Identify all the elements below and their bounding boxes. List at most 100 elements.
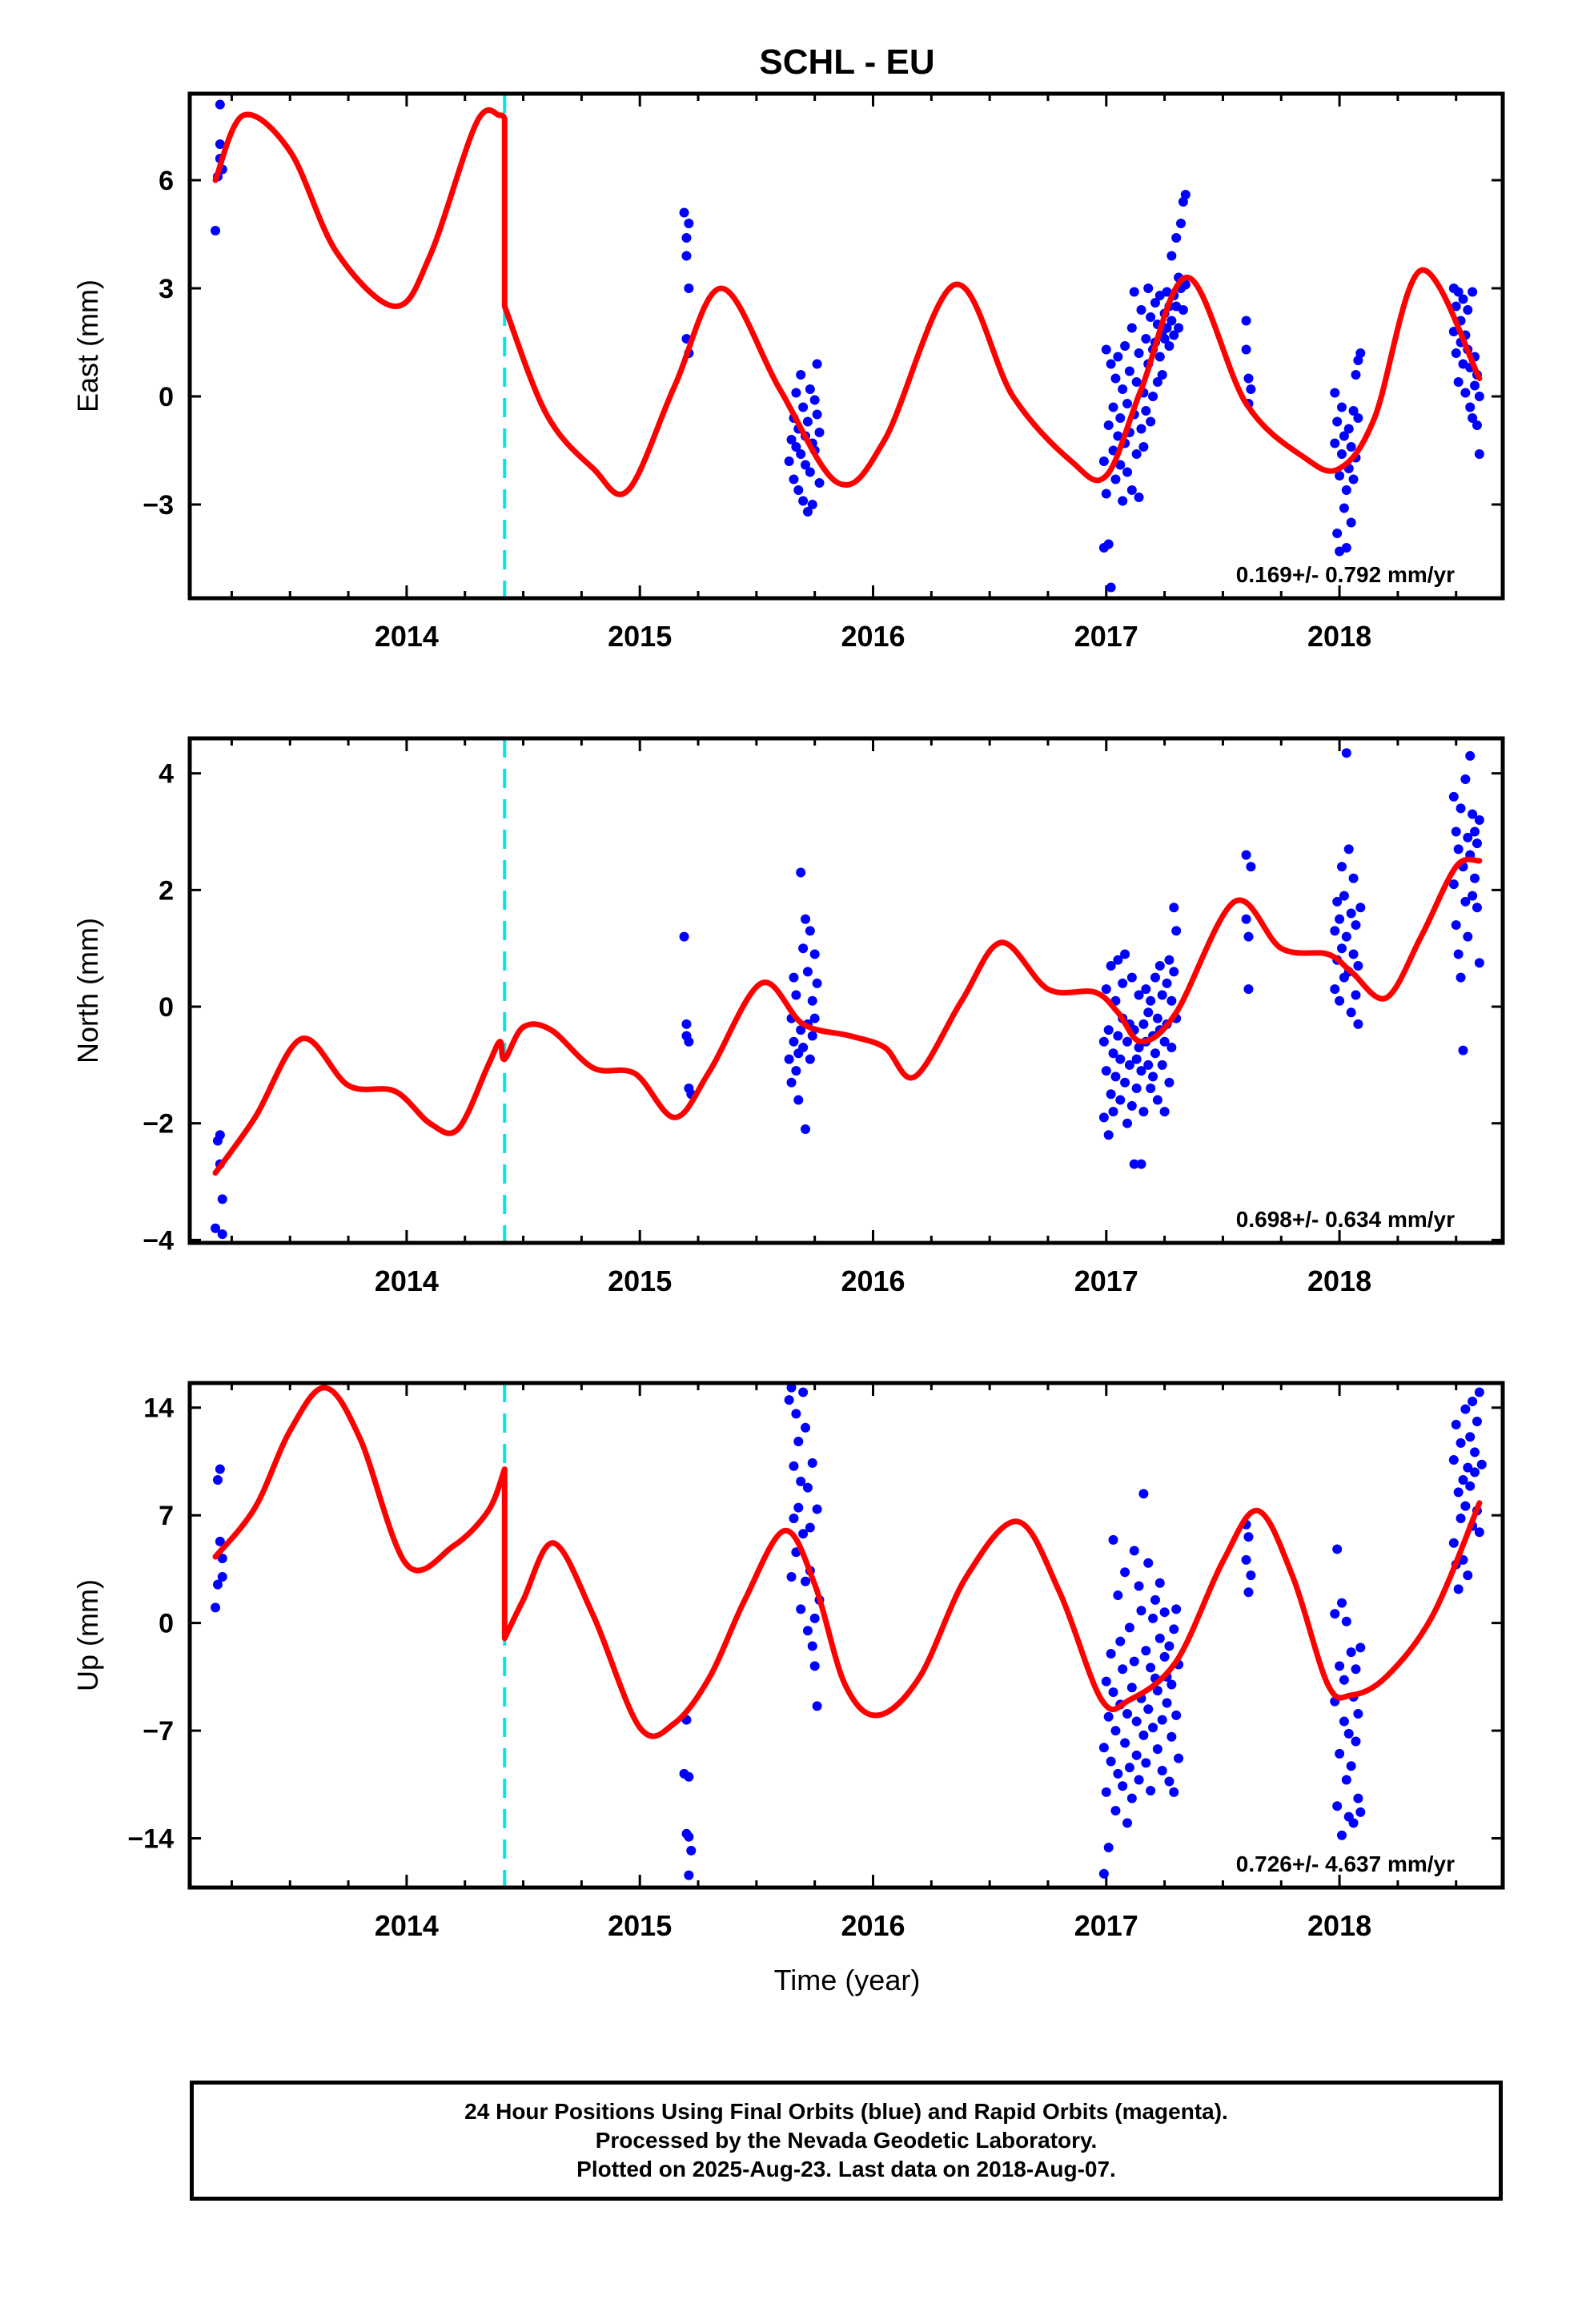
data-point [793, 1095, 804, 1105]
panel-plot-area [211, 94, 1484, 598]
data-point [1101, 1787, 1111, 1797]
data-point [1339, 503, 1349, 513]
data-point [1143, 1059, 1154, 1070]
data-point [1453, 949, 1464, 959]
data-point [1456, 972, 1466, 983]
data-point [812, 409, 822, 420]
data-point [1138, 1107, 1149, 1117]
data-point [1341, 1775, 1351, 1785]
data-point [1146, 995, 1156, 1006]
data-point [1458, 1045, 1468, 1055]
data-point [791, 442, 801, 452]
data-point [814, 478, 825, 488]
data-point [1348, 474, 1359, 485]
data-point [1332, 416, 1343, 427]
data-point [1332, 1801, 1343, 1811]
data-point [807, 1458, 817, 1468]
data-point [1134, 493, 1144, 502]
y-tick-label: 0 [159, 992, 174, 1023]
panel-3: −14 −7 0 7 14 2014 2015 2016 2017 2018 Up (mm) 0.72… [71, 1381, 1505, 1942]
data-point [784, 456, 794, 466]
data-point [1166, 316, 1177, 326]
data-point [1106, 961, 1116, 971]
y-axis-label: Up (mm) [71, 1579, 104, 1691]
data-point [1468, 287, 1478, 297]
data-point [1166, 251, 1177, 261]
data-point [1164, 1077, 1174, 1088]
data-point [679, 207, 689, 218]
y-axis-label: North (mm) [71, 918, 104, 1063]
x-tick-label: 2016 [841, 620, 905, 653]
data-point [1330, 438, 1340, 448]
data-point [1115, 460, 1126, 470]
data-point [1348, 949, 1359, 959]
data-point [789, 1036, 799, 1047]
data-point [1134, 1581, 1144, 1591]
data-point [1148, 1613, 1158, 1623]
data-point [1115, 1095, 1126, 1105]
data-point [793, 485, 804, 495]
data-point [786, 1572, 797, 1582]
data-point [1126, 1100, 1137, 1111]
data-point [807, 500, 817, 509]
data-point [1110, 1726, 1121, 1736]
data-point [1108, 402, 1118, 412]
data-point [1335, 995, 1345, 1006]
y-tick-label: 0 [159, 382, 174, 412]
velocity-label: 0.726+/- 4.637 mm/yr [1236, 1852, 1455, 1876]
data-point [1171, 233, 1182, 243]
data-point [789, 972, 799, 983]
data-point [1141, 1758, 1151, 1768]
data-point [1465, 1481, 1476, 1491]
data-point [1164, 1641, 1174, 1651]
y-tick-label: −14 [127, 1824, 174, 1855]
data-point [1339, 431, 1349, 441]
data-point [1113, 955, 1123, 965]
data-point [1122, 1708, 1133, 1719]
data-point [791, 388, 801, 398]
data-point [1171, 926, 1182, 936]
data-point [1180, 279, 1191, 290]
data-point [679, 931, 689, 942]
data-point [789, 474, 799, 485]
data-point [791, 1409, 801, 1419]
data-point [1110, 1072, 1121, 1082]
data-point [1138, 1019, 1149, 1029]
data-point [1472, 838, 1482, 849]
data-point [1136, 305, 1146, 315]
data-point [786, 1383, 797, 1393]
data-point [211, 226, 221, 235]
data-point [1122, 1118, 1133, 1128]
footer-line-2: Processed by the Nevada Geodetic Laborat… [595, 2128, 1098, 2153]
panel-frame [187, 1381, 1505, 1890]
data-point [1103, 1843, 1114, 1853]
data-point [1120, 341, 1130, 351]
data-point [784, 1054, 794, 1064]
data-point [812, 1701, 822, 1711]
data-point [1164, 955, 1174, 965]
data-point [1131, 1750, 1142, 1760]
x-tick-label: 2017 [1074, 1909, 1138, 1942]
data-point [1136, 1159, 1146, 1169]
data-point [1351, 1664, 1361, 1675]
data-point [1346, 1761, 1356, 1771]
data-point [1241, 850, 1251, 860]
data-point [1113, 1031, 1123, 1041]
data-point [684, 219, 694, 228]
data-point [1098, 1743, 1109, 1753]
data-point [1098, 456, 1109, 466]
data-point [809, 1613, 820, 1623]
data-point [1131, 1054, 1142, 1064]
data-point [1348, 873, 1359, 883]
data-point [1346, 908, 1356, 919]
data-point [1131, 1083, 1142, 1093]
data-point [1474, 392, 1484, 401]
data-point [1150, 1048, 1160, 1059]
data-point [805, 467, 815, 477]
data-point [1126, 1793, 1137, 1803]
data-point [1460, 388, 1471, 398]
data-point [1134, 1775, 1144, 1785]
x-tick-label: 2018 [1307, 1909, 1371, 1942]
data-point [1113, 431, 1123, 441]
data-point [807, 1031, 817, 1041]
